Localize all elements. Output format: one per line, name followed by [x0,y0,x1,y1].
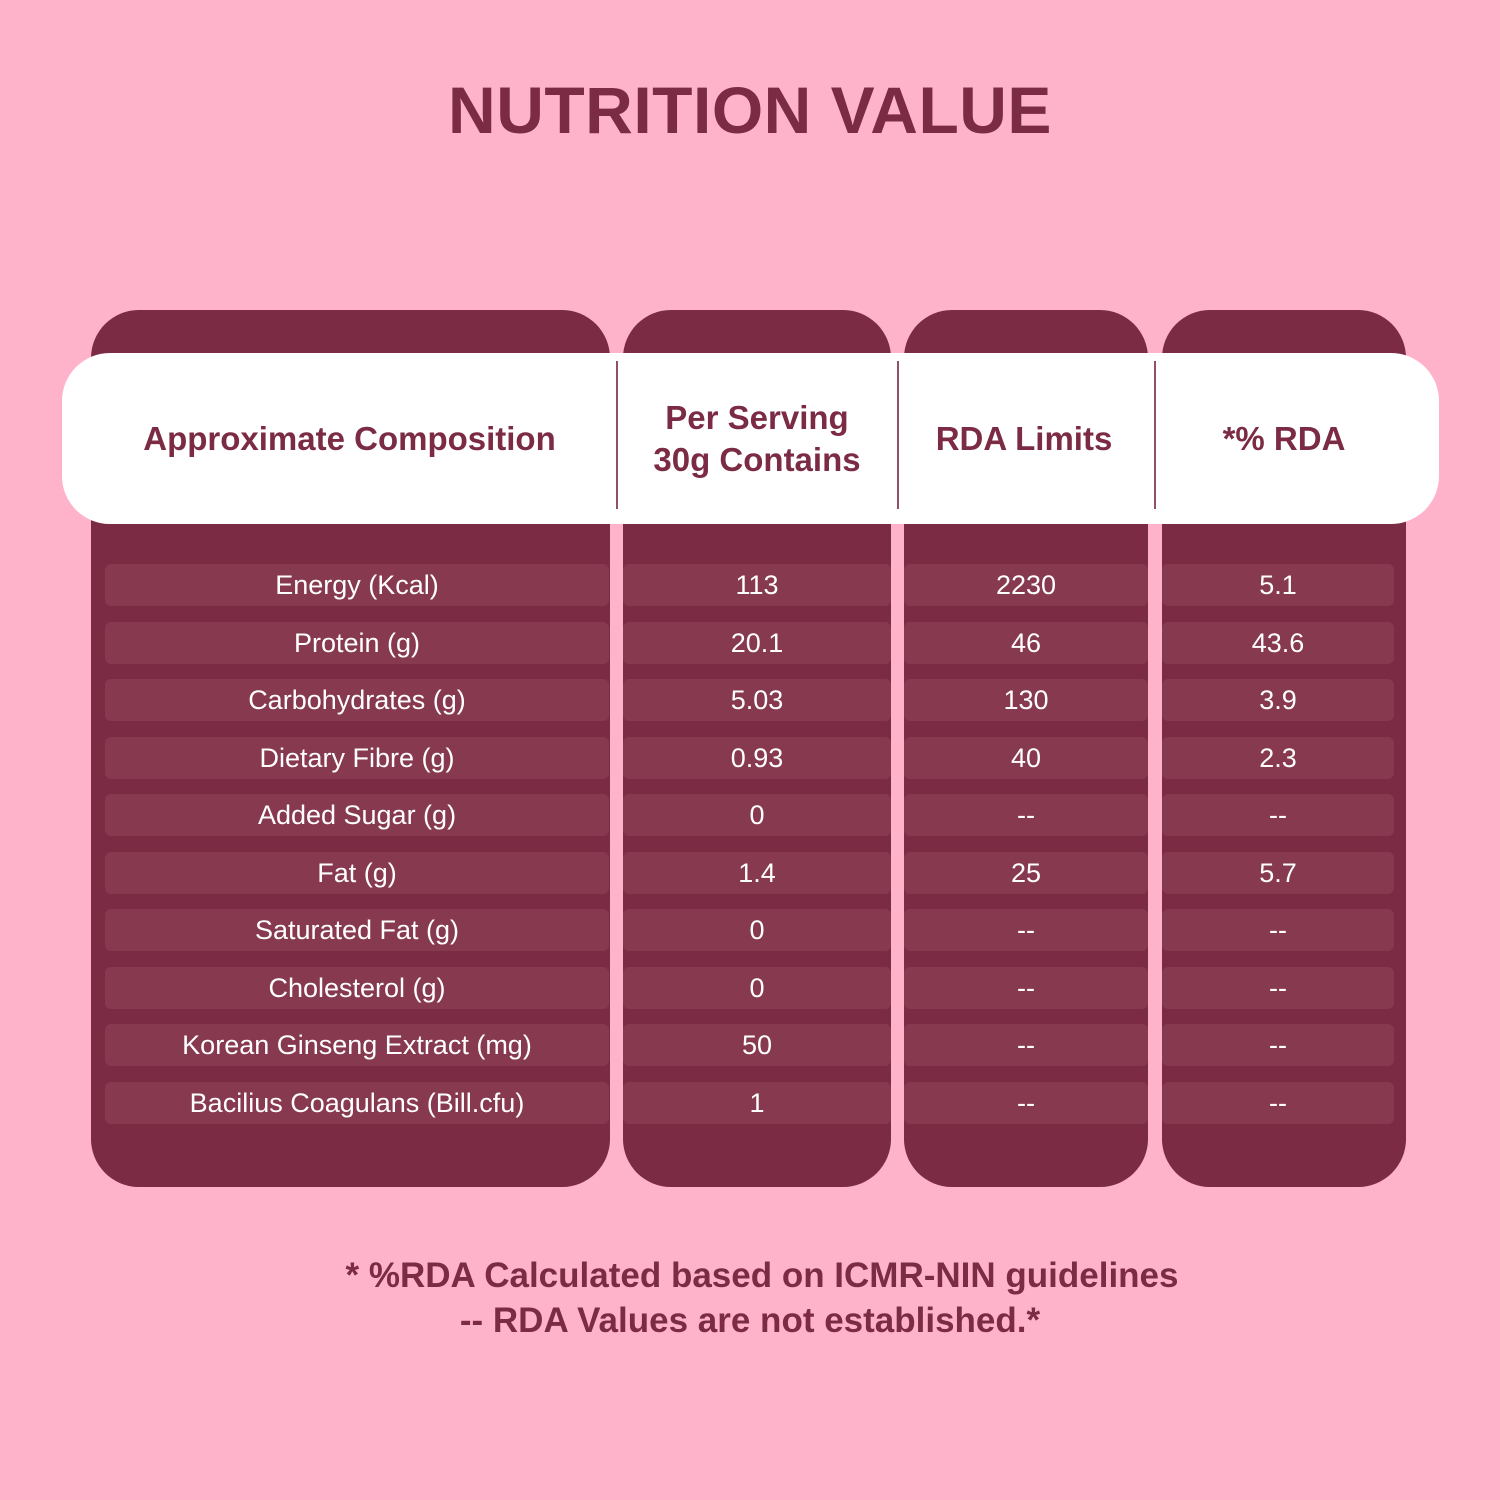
page-title: NUTRITION VALUE [448,73,1052,147]
header-percent-rda: *% RDA [1222,419,1346,457]
header-rda-limits: RDA Limits [935,419,1113,457]
footnote-rda-not-established: -- RDA Values are not established.* [459,1301,1041,1340]
table-header: Approximate Composition Per Serving 30g … [62,353,1439,524]
header-divider [897,361,899,509]
header-divider [1154,361,1156,509]
header-divider [616,361,618,509]
footnote-rda-calculation: * %RDA Calculated based on ICMR-NIN guid… [345,1256,1179,1295]
header-per-serving: Per Serving 30g Contains [653,398,861,478]
header-approximate-composition: Approximate Composition [143,419,556,457]
